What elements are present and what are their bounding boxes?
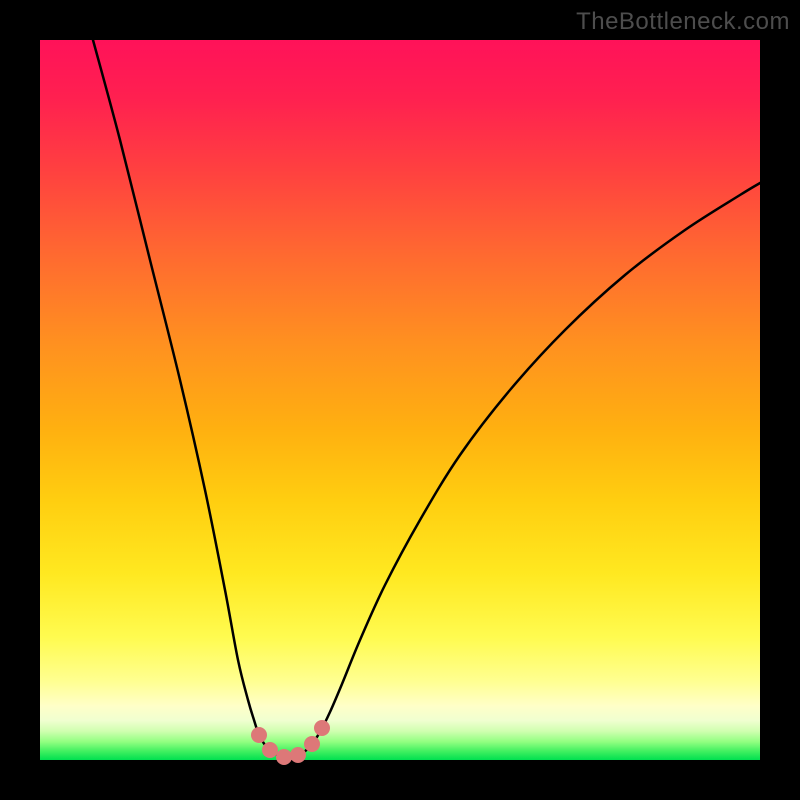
watermark-label: TheBottleneck.com — [576, 8, 790, 36]
curve-marker — [262, 742, 278, 758]
curve-marker — [314, 720, 330, 736]
curve-layer — [40, 40, 760, 760]
curve-marker — [251, 727, 267, 743]
curve-marker — [290, 747, 306, 763]
curve-marker — [276, 749, 292, 765]
chart-frame: TheBottleneck.com — [0, 0, 800, 800]
curve-marker — [304, 736, 320, 752]
plot-area — [40, 40, 760, 760]
bottleneck-curve — [93, 40, 760, 758]
